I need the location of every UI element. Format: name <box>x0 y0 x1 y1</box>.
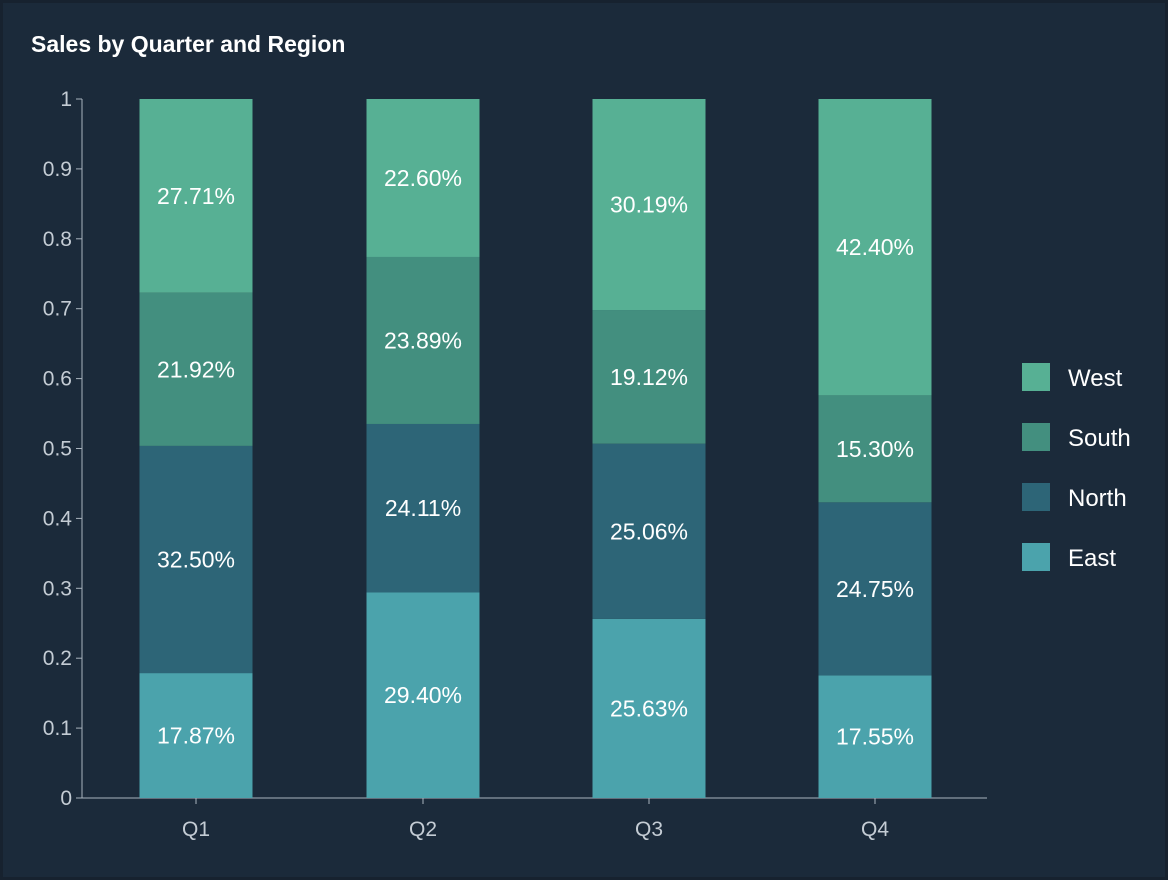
data-label: 17.87% <box>157 723 235 749</box>
y-tick-label: 1 <box>60 88 72 111</box>
bar-segment-east-q3 <box>592 618 706 798</box>
data-label: 24.75% <box>836 576 914 602</box>
bar-segment-west-q1 <box>139 99 253 293</box>
y-tick-label: 0.3 <box>43 577 72 600</box>
y-tick-label: 0.4 <box>43 507 73 530</box>
y-tick-label: 0.2 <box>43 647 72 670</box>
data-label: 17.55% <box>836 724 914 750</box>
legend-swatch-west <box>1022 363 1050 391</box>
y-tick-label: 0.7 <box>43 298 72 321</box>
y-tick-label: 0.1 <box>43 717 72 740</box>
x-tick-label: Q1 <box>182 818 210 841</box>
data-label: 24.11% <box>385 495 461 521</box>
bar-segment-west-q4 <box>818 99 932 396</box>
bar-segment-north-q2 <box>366 423 480 593</box>
legend-swatch-east <box>1022 543 1050 571</box>
data-label: 22.60% <box>384 165 462 191</box>
bar-segment-north-q4 <box>818 502 932 676</box>
legend: West South North East <box>1022 363 1131 572</box>
data-label: 27.71% <box>157 183 235 209</box>
data-label: 42.40% <box>836 234 914 260</box>
data-label: 23.89% <box>384 327 462 353</box>
bar-segment-north-q1 <box>139 445 253 674</box>
y-tick-label: 0 <box>60 787 72 810</box>
y-tick-label: 0.8 <box>43 228 72 251</box>
y-tick-label: 0.6 <box>43 368 72 391</box>
x-tick-label: Q3 <box>635 818 663 841</box>
bar-segment-east-q1 <box>139 673 253 798</box>
legend-label-west: West <box>1068 365 1123 392</box>
bar-segment-south-q2 <box>366 256 480 424</box>
bar-segment-east-q2 <box>366 592 480 798</box>
bar-segment-west-q3 <box>592 99 706 311</box>
data-label: 25.06% <box>610 518 688 544</box>
bar-segment-east-q4 <box>818 675 932 798</box>
bar-segment-south-q3 <box>592 310 706 444</box>
data-label: 15.30% <box>836 436 914 462</box>
data-label: 21.92% <box>157 356 235 382</box>
x-tick-label: Q2 <box>409 818 437 841</box>
y-tick-label: 0.5 <box>43 438 72 461</box>
data-label: 30.19% <box>610 192 688 218</box>
x-tick-label: Q4 <box>861 818 889 841</box>
legend-swatch-south <box>1022 423 1050 451</box>
legend-swatch-north <box>1022 483 1050 511</box>
legend-label-east: East <box>1068 545 1116 572</box>
legend-label-south: South <box>1068 425 1131 452</box>
y-tick-label: 0.9 <box>43 158 72 181</box>
bar-segment-south-q4 <box>818 395 932 503</box>
legend-label-north: North <box>1068 485 1127 512</box>
plot-area: 0 0.1 0.2 0.3 0.4 0.5 0.6 0.7 0.8 0.9 1 17.87% 32.50… <box>43 88 987 841</box>
data-label: 19.12% <box>610 364 688 390</box>
data-label: 32.50% <box>157 547 235 573</box>
bar-segment-west-q2 <box>366 99 480 257</box>
bar-segment-north-q3 <box>592 443 706 619</box>
chart-title: Sales by Quarter and Region <box>31 31 345 57</box>
data-label: 25.63% <box>610 695 688 721</box>
data-label: 29.40% <box>384 682 462 708</box>
chart-svg: Sales by Quarter and Region 0 0.1 0.2 0.3 0.… <box>31 31 1131 841</box>
bar-segment-south-q1 <box>139 292 253 446</box>
